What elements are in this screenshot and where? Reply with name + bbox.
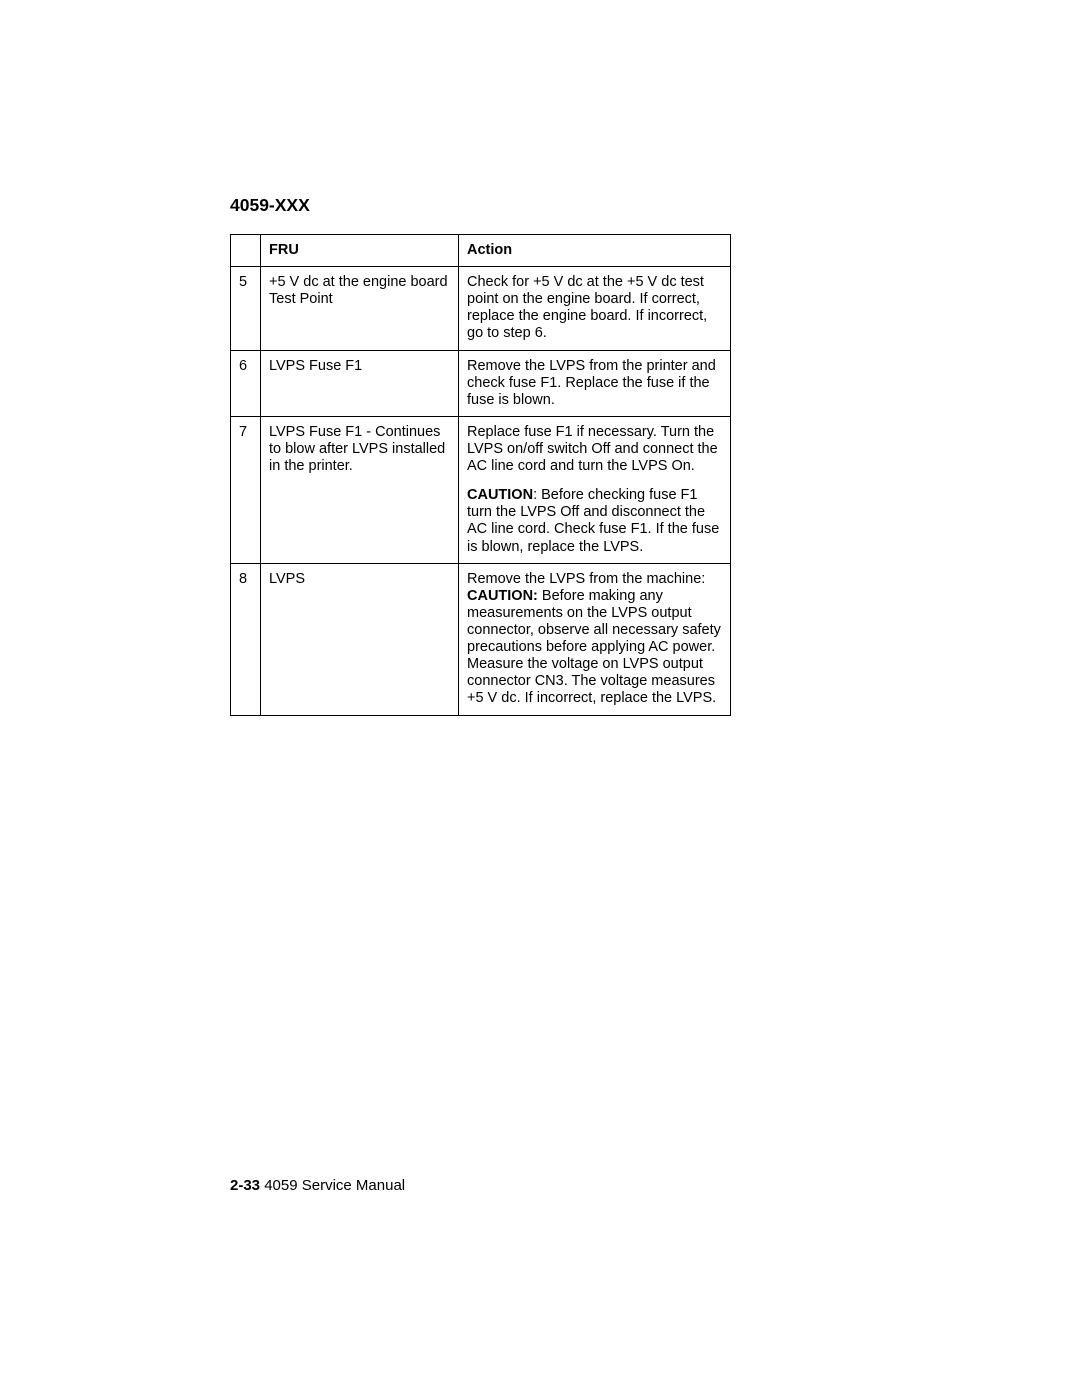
col-fru-header: FRU: [261, 235, 459, 267]
fru-cell: +5 V dc at the engine board Test Point: [261, 267, 459, 350]
service-manual-page: 4059-XXX FRU Action 5 +5 V dc at the eng…: [0, 0, 1080, 1397]
step-number: 8: [231, 563, 261, 715]
table-row: 6 LVPS Fuse F1 Remove the LVPS from the …: [231, 350, 731, 416]
table-row: 7 LVPS Fuse F1 - Continues to blow after…: [231, 416, 731, 563]
action-paragraph: Replace fuse F1 if necessary. Turn the L…: [467, 424, 722, 475]
fru-action-table: FRU Action 5 +5 V dc at the engine board…: [230, 234, 731, 716]
action-cell: Remove the LVPS from the machine: CAUTIO…: [459, 563, 731, 715]
table-row: 5 +5 V dc at the engine board Test Point…: [231, 267, 731, 350]
action-cell: Remove the LVPS from the printer and che…: [459, 350, 731, 416]
step-number: 6: [231, 350, 261, 416]
document-title: 4059 Service Manual: [260, 1177, 405, 1194]
col-action-header: Action: [459, 235, 731, 267]
action-cell: Replace fuse F1 if necessary. Turn the L…: [459, 416, 731, 563]
table-header-row: FRU Action: [231, 235, 731, 267]
fru-cell: LVPS Fuse F1 - Continues to blow after L…: [261, 416, 459, 563]
document-header-model: 4059-XXX: [230, 195, 850, 216]
step-number: 5: [231, 267, 261, 350]
table-row: 8 LVPS Remove the LVPS from the machine:…: [231, 563, 731, 715]
step-number: 7: [231, 416, 261, 563]
col-step-header: [231, 235, 261, 267]
action-caution-paragraph: CAUTION: Before checking fuse F1 turn th…: [467, 487, 722, 555]
page-footer: 2-33 4059 Service Manual: [230, 1177, 405, 1194]
fru-cell: LVPS: [261, 563, 459, 715]
action-cell: Check for +5 V dc at the +5 V dc test po…: [459, 267, 731, 350]
caution-text: Before making any measurements on the LV…: [467, 588, 721, 707]
caution-label-inline: CAUTION:: [467, 588, 538, 604]
page-number: 2-33: [230, 1177, 260, 1194]
caution-label: CAUTION: [467, 487, 533, 503]
action-pre-text: Remove the LVPS from the machine:: [467, 571, 705, 587]
fru-cell: LVPS Fuse F1: [261, 350, 459, 416]
